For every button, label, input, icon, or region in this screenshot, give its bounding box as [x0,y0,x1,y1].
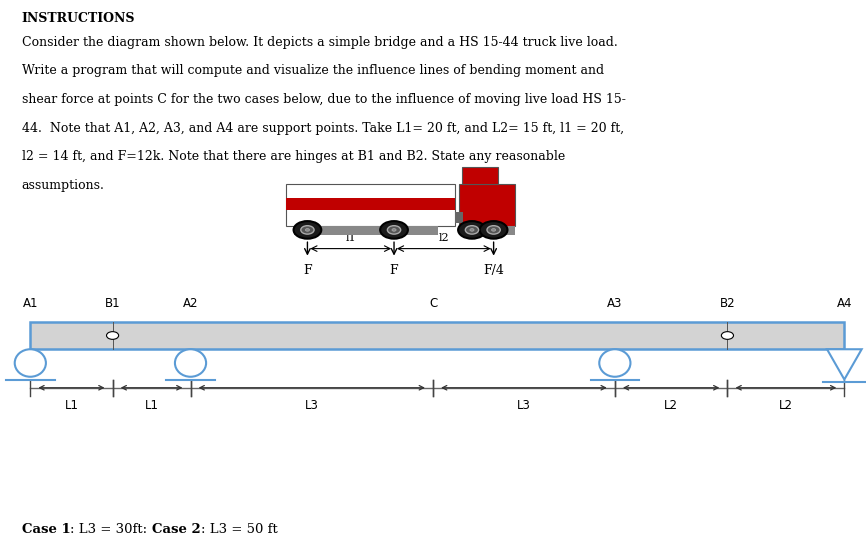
Text: shear force at points C for the two cases below, due to the influence of moving : shear force at points C for the two case… [22,93,625,106]
Text: L2: L2 [664,399,678,412]
Text: : L3 = 30ft:: : L3 = 30ft: [70,523,152,536]
Text: Write a program that will compute and visualize the influence lines of bending m: Write a program that will compute and vi… [22,64,604,78]
Circle shape [470,229,474,231]
Circle shape [306,229,309,231]
Text: l2 = 14 ft, and F=12k. Note that there are hinges at B1 and B2. State any reason: l2 = 14 ft, and F=12k. Note that there a… [22,150,565,163]
Bar [286,184,455,225]
Circle shape [458,221,486,239]
Bar [462,167,499,184]
Bar [286,199,455,210]
Text: Consider the diagram shown below. It depicts a simple bridge and a HS 15-44 truc: Consider the diagram shown below. It dep… [22,36,617,49]
Circle shape [380,221,408,239]
Circle shape [294,221,321,239]
Circle shape [107,332,119,339]
Bar [294,226,438,235]
Text: B2: B2 [720,296,735,310]
Bar [455,212,463,223]
Text: F: F [390,264,398,277]
Circle shape [480,221,507,239]
Bar [30,322,844,349]
Text: L3: L3 [305,399,319,412]
Ellipse shape [15,349,46,377]
Text: l2: l2 [438,233,449,243]
Text: A2: A2 [183,296,198,310]
Text: INSTRUCTIONS: INSTRUCTIONS [22,12,135,25]
Text: l1: l1 [346,233,356,243]
Text: A3: A3 [607,296,623,310]
Text: A1: A1 [23,296,38,310]
Text: : L3 = 50 ft: : L3 = 50 ft [201,523,277,536]
Text: F/4: F/4 [483,264,504,277]
Polygon shape [827,349,862,379]
Text: L1: L1 [145,399,158,412]
Bar [459,226,515,235]
Circle shape [465,226,479,234]
Circle shape [301,226,314,234]
Circle shape [487,226,501,234]
Circle shape [721,332,734,339]
Text: L3: L3 [517,399,531,412]
Text: L2: L2 [779,399,793,412]
Text: F: F [303,264,312,277]
Bar [459,184,515,225]
Circle shape [392,229,396,231]
Text: B1: B1 [105,296,120,310]
Text: 44.  Note that A1, A2, A3, and A4 are support points. Take L1= 20 ft, and L2= 15: 44. Note that A1, A2, A3, and A4 are sup… [22,122,624,135]
Text: Case 2: Case 2 [152,523,201,536]
Circle shape [387,226,401,234]
Text: L1: L1 [64,399,79,412]
Ellipse shape [599,349,630,377]
Circle shape [492,229,495,231]
Text: Case 1: Case 1 [22,523,70,536]
Ellipse shape [175,349,206,377]
Text: A4: A4 [837,296,852,310]
Text: C: C [429,296,437,310]
Text: assumptions.: assumptions. [22,179,105,192]
